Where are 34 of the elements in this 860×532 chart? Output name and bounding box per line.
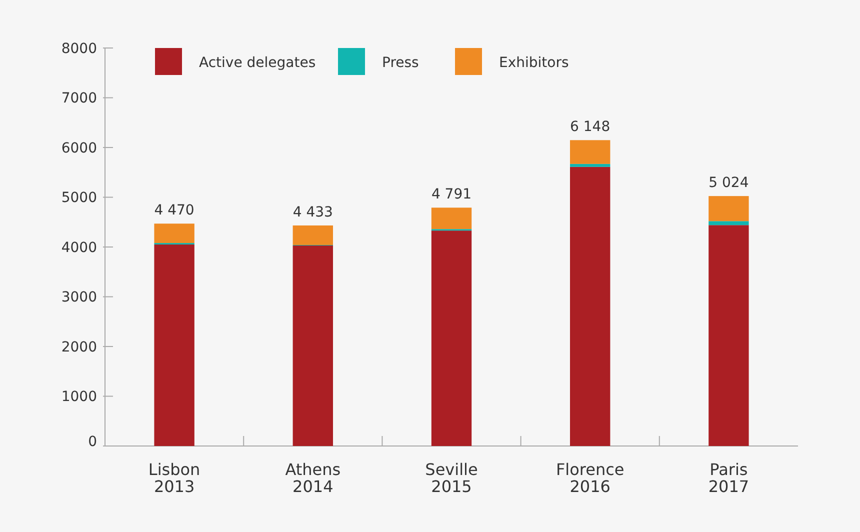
bar [708,221,749,226]
bar [431,208,472,230]
legend-label: Press [382,54,419,71]
y-tick-label: 1000 [61,389,97,406]
bar [292,225,333,246]
bar [154,244,194,446]
y-tick-label: 0 [88,434,97,450]
legend-label: Exhibitors [499,54,569,71]
bar [292,246,333,446]
y-tick-label: 2000 [61,339,97,356]
bar [570,166,610,446]
bar [708,225,749,446]
x-tick-label: Seville 2015 [425,460,478,496]
x-tick-label: Paris 2017 [708,460,750,496]
x-tick-label: Florence 2016 [556,460,624,496]
x-tick-label: Athens 2014 [285,460,341,496]
total-label: 6 148 [570,119,610,136]
total-label: 4 470 [154,202,194,219]
y-tick-label: 3000 [61,290,97,306]
bar [708,196,749,222]
y-tick-label: 4000 [61,240,97,256]
x-tick-label: Lisbon 2013 [148,460,200,496]
bar [570,140,610,164]
y-tick-label: 7000 [61,90,97,107]
bar [570,164,610,167]
total-label: 4 433 [292,204,333,220]
bar [431,230,472,446]
total-label: 4 791 [431,186,472,203]
y-tick-label: 6000 [61,140,97,156]
total-label: 5 024 [708,175,749,192]
y-tick-label: 5000 [61,190,97,206]
legend-label: Active delegates [199,54,316,71]
bar [154,224,194,244]
y-tick-label: 8000 [61,40,97,57]
